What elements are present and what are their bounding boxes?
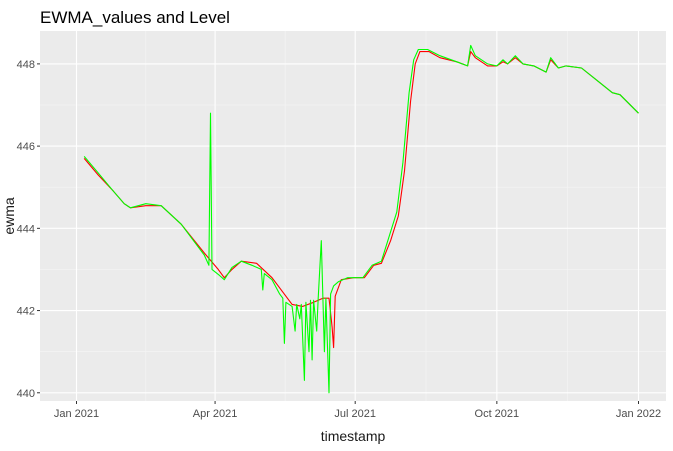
chart-title: EWMA_values and Level	[40, 8, 230, 27]
x-tick-label: Jan 2021	[54, 408, 99, 420]
plot-panel	[40, 31, 666, 401]
y-axis-title: ewma	[1, 197, 17, 235]
minor-gridlines	[40, 31, 666, 401]
x-axis: Jan 2021 Apr 2021 Jul 2021 Oct 2021 Jan 2022	[54, 401, 661, 420]
series-layer	[83, 44, 639, 394]
series-line-2	[83, 44, 639, 394]
y-tick-label: 442	[17, 306, 35, 318]
x-tick-label: Jul 2021	[334, 408, 376, 420]
y-tick-label: 448	[17, 59, 35, 71]
x-tick-label: Apr 2021	[193, 408, 238, 420]
x-axis-title: timestamp	[321, 428, 386, 444]
y-tick-label: 440	[17, 388, 35, 400]
major-gridlines	[40, 31, 666, 401]
x-tick-label: Jan 2022	[616, 408, 661, 420]
y-tick-label: 446	[17, 141, 35, 153]
y-axis: 440 442 444 446 448	[17, 59, 40, 400]
y-tick-label: 444	[17, 223, 35, 235]
x-tick-label: Oct 2021	[475, 408, 520, 420]
